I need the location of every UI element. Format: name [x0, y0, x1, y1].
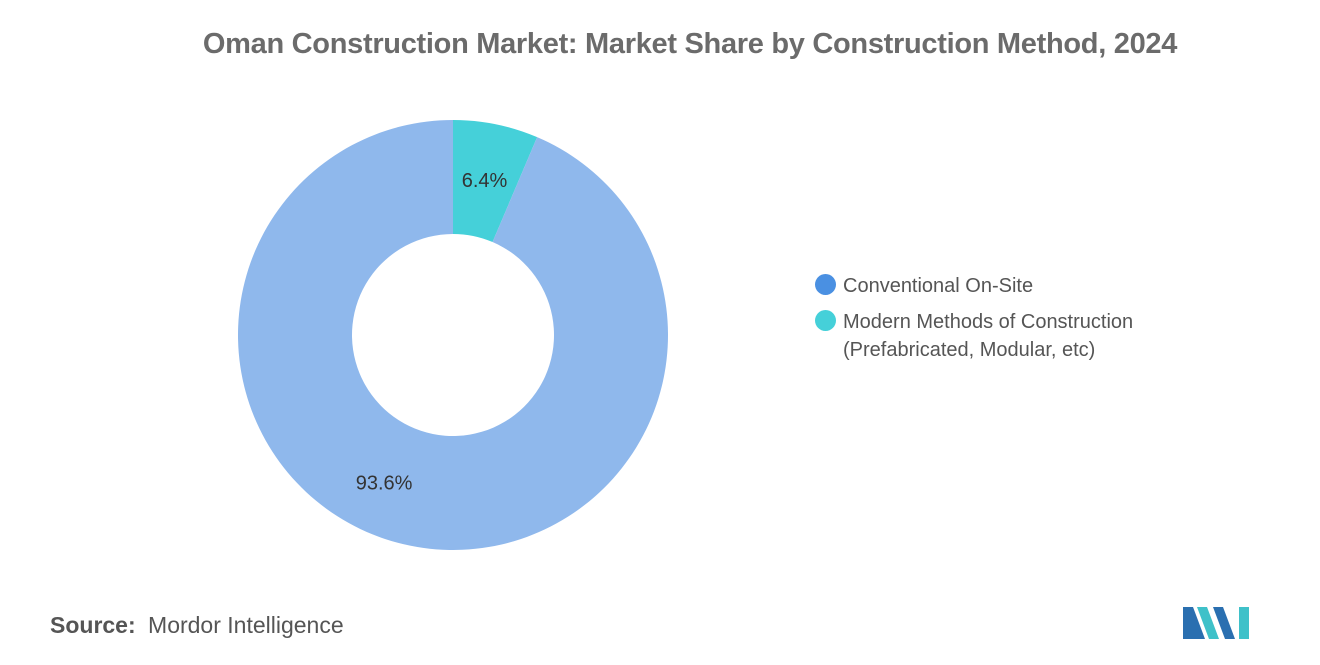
source-key: Source: [50, 612, 136, 638]
source-value: Mordor Intelligence [148, 612, 344, 638]
donut-slice[interactable] [238, 120, 668, 550]
chart-legend: Conventional On-Site Modern Methods of C… [815, 272, 1235, 372]
chart-title: Oman Construction Market: Market Share b… [202, 28, 1178, 60]
legend-label: Modern Methods of Construction (Prefabri… [843, 311, 1134, 361]
legend-swatch-icon [815, 274, 836, 295]
legend-item-modern[interactable]: Modern Methods of Construction (Prefabri… [815, 308, 1235, 364]
slice-label: 6.4% [462, 170, 508, 192]
donut-slice[interactable] [453, 120, 538, 243]
legend-item-conventional[interactable]: Conventional On-Site [815, 272, 1235, 300]
mordor-intelligence-logo-icon [1183, 607, 1249, 639]
legend-swatch-icon [815, 310, 836, 331]
slice-label: 93.6% [356, 473, 413, 495]
legend-label: Conventional On-Site [843, 275, 1034, 297]
source-note: Source: Mordor Intelligence [50, 612, 344, 639]
